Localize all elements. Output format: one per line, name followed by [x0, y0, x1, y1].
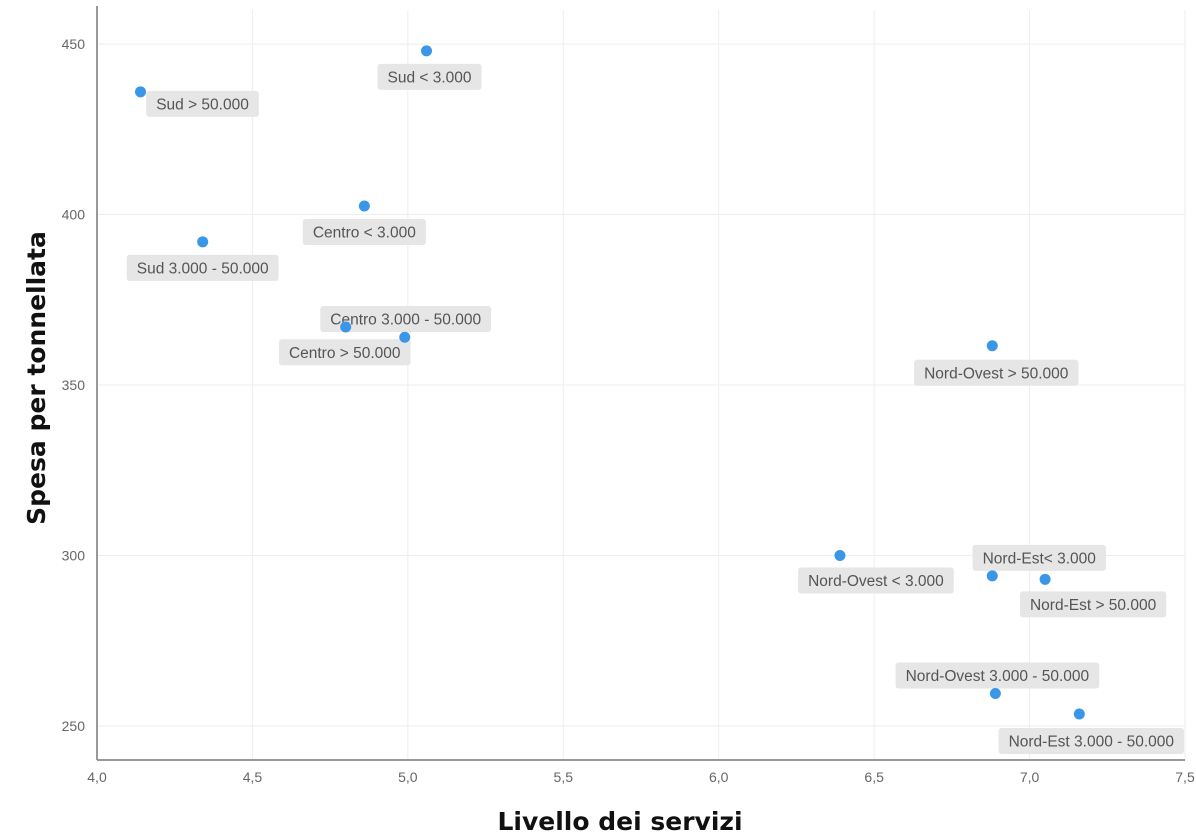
x-tick-label: 4,5	[243, 769, 263, 785]
point-label-text: Nord-Ovest 3.000 - 50.000	[906, 668, 1090, 685]
y-tick-label: 450	[62, 36, 86, 52]
point-label-background	[914, 359, 1079, 386]
data-point	[135, 86, 147, 98]
y-axis-title: Spesa per tonnellata	[22, 231, 51, 525]
point-label-background	[1019, 591, 1167, 618]
point-label: Nord-Ovest > 50.000	[914, 359, 1079, 386]
point-label: Nord-Est< 3.000	[972, 544, 1106, 571]
point-label: Centro > 50.000	[278, 339, 411, 366]
data-point	[1039, 573, 1051, 585]
point-label-text: Nord-Est 3.000 - 50.000	[1009, 733, 1175, 750]
point-label: Sud < 3.000	[377, 63, 482, 90]
point-label: Centro < 3.000	[302, 219, 426, 246]
point-label-text: Centro > 50.000	[289, 345, 401, 362]
data-point	[399, 331, 411, 343]
point-label-background	[972, 544, 1106, 571]
data-point	[340, 321, 352, 333]
point-label: Nord-Ovest 3.000 - 50.000	[895, 662, 1100, 689]
y-tick-label: 400	[62, 207, 86, 223]
point-label-text: Nord-Ovest > 50.000	[924, 365, 1069, 382]
point-label-background	[320, 306, 492, 333]
point-label-text: Sud < 3.000	[387, 69, 471, 86]
data-point	[986, 340, 998, 352]
point-label-background	[302, 219, 426, 246]
data-point	[989, 688, 1001, 700]
point-label-background	[895, 662, 1100, 689]
y-tick-label: 250	[62, 718, 86, 734]
axes: 4,0 4,5 5,0 5,5 6,0 6,5 7,0 7,5 250 300 350 400 450	[62, 6, 1195, 785]
point-label-background	[377, 63, 482, 90]
point-label-text: Centro < 3.000	[313, 225, 416, 242]
data-points	[135, 45, 1085, 720]
point-label: Centro 3.000 - 50.000	[320, 306, 492, 333]
data-point	[197, 236, 209, 248]
point-label-background	[798, 567, 954, 594]
point-label-text: Sud > 50.000	[156, 96, 249, 113]
x-tick-label: 6,0	[709, 769, 729, 785]
point-label-text: Sud 3.000 - 50.000	[137, 260, 269, 277]
data-point	[1073, 708, 1085, 720]
point-label-text: Centro 3.000 - 50.000	[330, 312, 481, 329]
x-tick-label: 5,5	[554, 769, 574, 785]
point-labels: Sud > 50.000 Sud < 3.000 Centro < 3.000 Sud…	[126, 63, 1185, 754]
point-label-background	[126, 254, 279, 281]
point-label: Nord-Ovest < 3.000	[798, 567, 954, 594]
point-label-background	[998, 727, 1185, 754]
point-label-background	[146, 90, 259, 117]
y-tick-label: 300	[62, 547, 86, 563]
x-tick-label: 5,0	[398, 769, 418, 785]
data-point	[421, 45, 433, 57]
point-label: Nord-Est 3.000 - 50.000	[998, 727, 1185, 754]
x-tick-label: 6,5	[864, 769, 884, 785]
point-label: Sud 3.000 - 50.000	[126, 254, 279, 281]
data-point	[358, 200, 370, 212]
x-tick-label: 4,0	[87, 769, 107, 785]
data-point	[986, 570, 998, 582]
point-label-text: Nord-Est > 50.000	[1030, 597, 1157, 614]
point-label-text: Nord-Ovest < 3.000	[808, 573, 944, 590]
x-axis-title: Livello dei servizi	[497, 807, 742, 836]
y-tick-label: 350	[62, 377, 86, 393]
x-tick-label: 7,0	[1020, 769, 1040, 785]
point-label: Nord-Est > 50.000	[1019, 591, 1167, 618]
point-label-background	[278, 339, 411, 366]
x-tick-label: 7,5	[1175, 769, 1195, 785]
point-label-text: Nord-Est< 3.000	[983, 550, 1097, 567]
point-label: Sud > 50.000	[146, 90, 259, 117]
data-point	[834, 549, 846, 561]
